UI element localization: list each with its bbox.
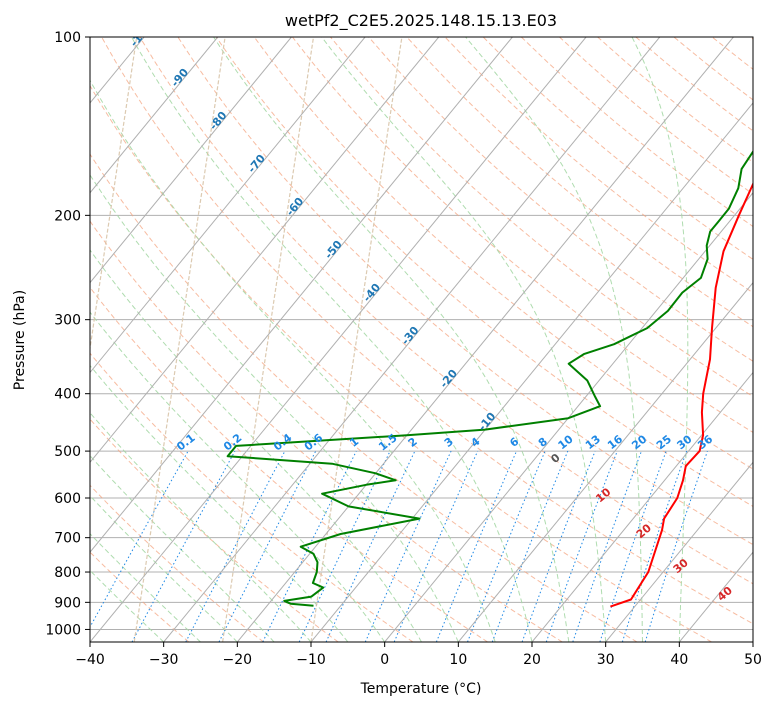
mixing-ratio-line — [521, 450, 596, 642]
x-tick-label: −10 — [296, 652, 326, 668]
isotherm-line — [605, 461, 753, 642]
dewpoint-line — [226, 149, 753, 607]
y-tick-label: 1000 — [45, 622, 81, 638]
moist-adiabats — [90, 37, 689, 642]
mixing-ratio-line — [393, 450, 479, 642]
dry-adiabat — [292, 37, 753, 433]
x-axis-label: Temperature (°C) — [360, 681, 482, 697]
moist-adiabat — [213, 37, 570, 642]
dry-adiabat — [139, 37, 753, 585]
isotherm-line — [457, 281, 753, 642]
mixing-ratio-line — [621, 450, 688, 642]
isotherm-line — [310, 102, 753, 642]
y-axis-ticks: 100 200 300 400 500 600 700 800 900 1000 — [45, 30, 90, 638]
mixing-ratio-line — [644, 450, 708, 642]
theta-e-line — [310, 37, 403, 642]
isotherm-line — [163, 37, 661, 642]
x-tick-label: 20 — [523, 652, 541, 668]
chart-title: wetPf2_C2E5.2025.148.15.13.E03 — [285, 11, 557, 31]
y-axis-label: Pressure (hPa) — [12, 290, 28, 390]
y-tick-label: 500 — [54, 444, 81, 460]
x-tick-label: −30 — [149, 652, 179, 668]
x-axis-ticks: −40 −30 −20 −10 0 10 20 30 40 50 — [75, 642, 762, 668]
sounding-series — [226, 149, 753, 608]
y-tick-label: 300 — [54, 313, 81, 329]
mixing-ratio-line — [90, 450, 189, 629]
moist-adiabat — [90, 311, 386, 642]
temperature-line — [610, 181, 753, 608]
moist-adiabat — [90, 533, 201, 642]
dry-adiabat — [90, 220, 563, 642]
moist-adiabat — [631, 37, 689, 642]
isotherm-line — [90, 37, 587, 642]
moist-adiabat — [131, 37, 533, 642]
isotherm-gridlines — [90, 37, 753, 642]
mixing-ratio-line — [572, 450, 642, 642]
dry-adiabat — [90, 153, 638, 642]
dry-adiabat — [406, 37, 753, 328]
theta-e-line — [222, 37, 315, 642]
x-tick-label: 10 — [449, 652, 467, 668]
mixing-ratio-line — [599, 450, 667, 642]
x-tick-label: −20 — [223, 652, 253, 668]
dry-adiabat — [90, 286, 488, 642]
isotherm-line — [90, 37, 440, 464]
mixing-ratio-line — [364, 450, 452, 642]
y-tick-label: 900 — [54, 595, 81, 611]
isobar-gridlines — [90, 37, 753, 630]
mixing-ratio-line — [131, 450, 236, 642]
y-tick-label: 800 — [54, 565, 81, 581]
plot-frame — [89, 36, 754, 643]
isotherm-line — [90, 37, 219, 194]
moist-adiabat — [465, 37, 643, 642]
x-tick-label: −40 — [75, 652, 105, 668]
moist-adiabat — [90, 455, 275, 642]
isotherm-line — [90, 37, 292, 284]
y-tick-label: 700 — [54, 531, 81, 547]
x-tick-label: 30 — [597, 652, 615, 668]
theta-e-line — [133, 37, 226, 642]
isotherm-line — [384, 192, 753, 642]
isotherm-line — [90, 37, 366, 374]
moist-adiabat — [90, 569, 165, 642]
moist-adiabat — [90, 495, 238, 642]
mixing-ratio-line — [467, 450, 546, 642]
moist-adiabat — [90, 249, 422, 642]
theta-e-lines — [90, 37, 403, 642]
plot-area: -100-90-80-70-60-50-40-30-20-10 — [90, 37, 753, 642]
y-tick-label: 600 — [54, 491, 81, 507]
y-tick-label: 100 — [54, 30, 81, 46]
dry-adiabat — [444, 37, 753, 294]
dry-adiabat — [215, 37, 753, 507]
isotherm-line — [531, 371, 753, 642]
y-tick-label: 400 — [54, 387, 81, 403]
x-tick-label: 0 — [380, 652, 389, 668]
y-tick-label: 200 — [54, 208, 81, 224]
mixing-ratio-line — [491, 450, 569, 642]
isotherm-line — [90, 37, 513, 553]
moist-adiabat — [90, 79, 496, 642]
mixing-ratio-line — [218, 450, 317, 642]
mixing-ratio-line — [262, 450, 357, 642]
dry-adiabat — [90, 484, 264, 642]
mixing-ratio-lines — [90, 450, 708, 642]
x-tick-label: 50 — [744, 652, 762, 668]
dry-adiabat — [90, 418, 339, 642]
dry-adiabat — [330, 37, 753, 398]
dry-adiabat — [101, 37, 753, 625]
moist-adiabat — [321, 37, 607, 642]
x-tick-label: 40 — [670, 652, 688, 668]
mixing-ratio-line — [435, 450, 517, 642]
mixing-ratio-line — [545, 450, 618, 642]
